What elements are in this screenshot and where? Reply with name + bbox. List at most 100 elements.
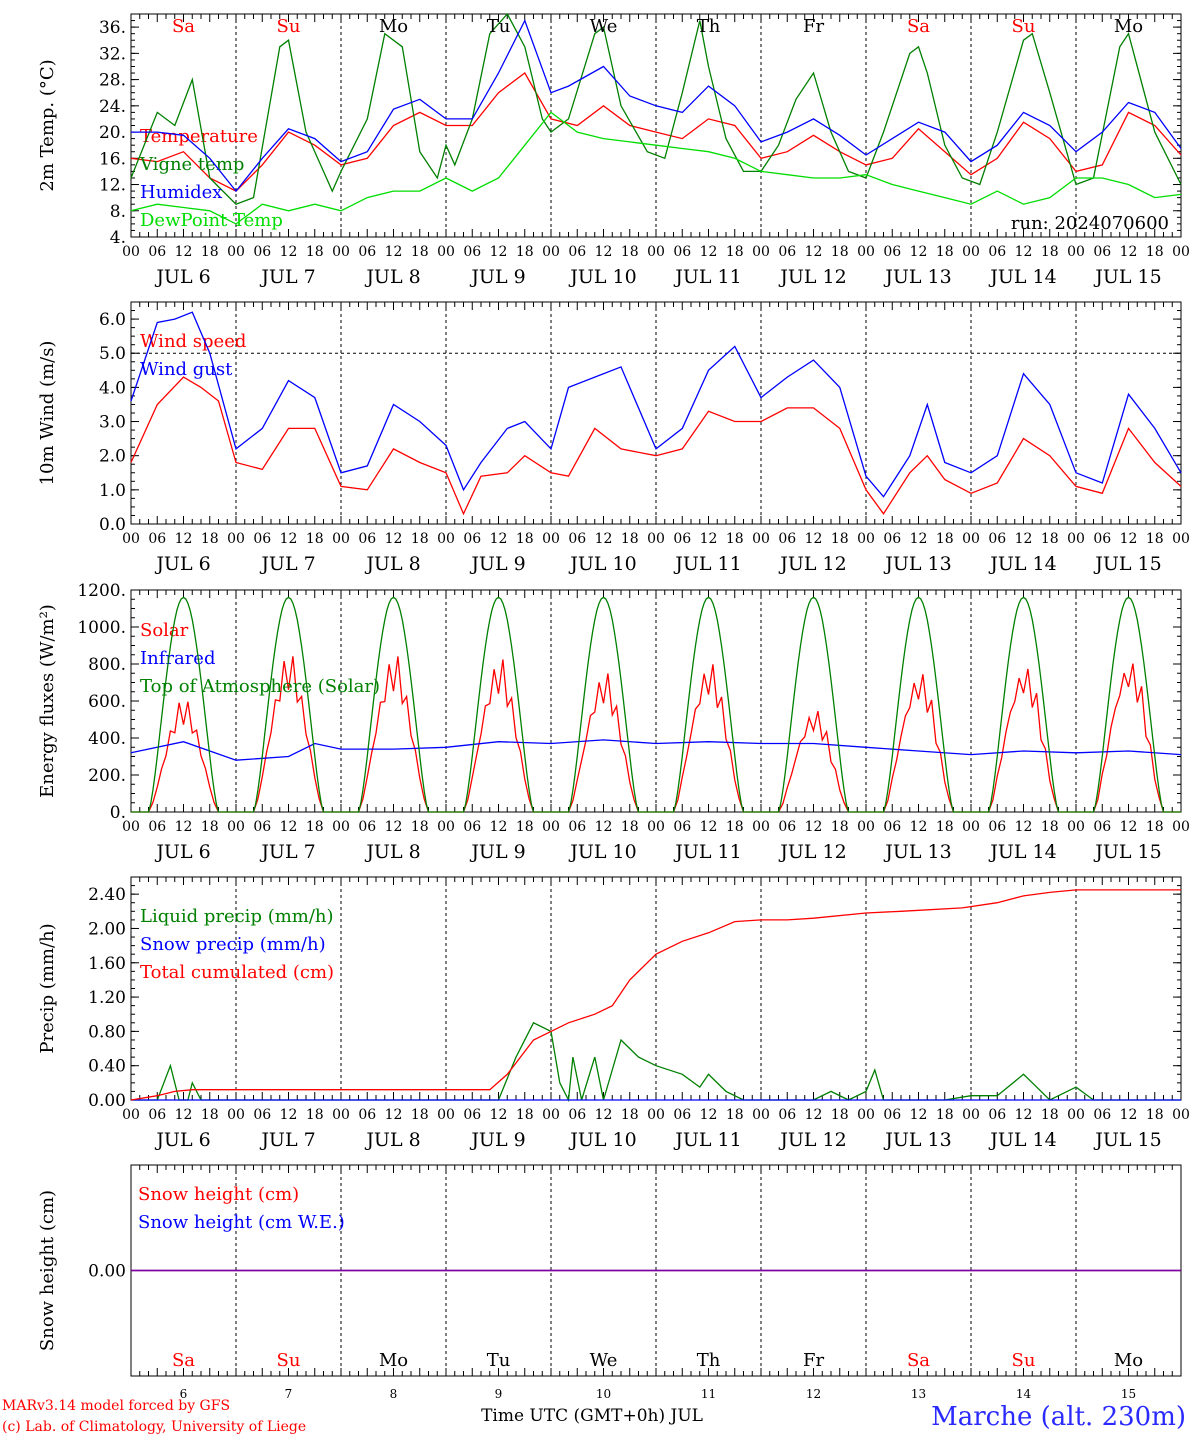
- x-date-label: JUL 9: [469, 1129, 525, 1151]
- x-date-label: JUL 11: [673, 266, 741, 288]
- x-hour-label: 12: [910, 531, 928, 547]
- x-hour-label: 12: [910, 244, 928, 260]
- weekday-label: Fr: [803, 16, 824, 37]
- x-hour-label: 06: [988, 244, 1006, 260]
- y-tick-label: 0.80: [88, 1022, 126, 1042]
- series-line: [131, 596, 1181, 813]
- x-date-label: JUL 10: [568, 841, 636, 863]
- x-hour-label: 00: [1172, 1107, 1190, 1123]
- x-hour-label: 18: [936, 244, 954, 260]
- x-hour-label: 06: [673, 244, 691, 260]
- x-hour-label: 00: [122, 819, 140, 835]
- x-hour-label: 12: [1015, 244, 1033, 260]
- x-hour-label: 12: [805, 819, 823, 835]
- x-hour-label: 12: [595, 1107, 613, 1123]
- x-date-label: JUL 7: [259, 553, 315, 575]
- x-hour-label: 12: [175, 819, 193, 835]
- x-hour-label: 18: [831, 819, 849, 835]
- x-hour-label: 06: [148, 819, 166, 835]
- x-date-label: JUL 6: [154, 553, 210, 575]
- x-hour-label: 00: [227, 1107, 245, 1123]
- x-hour-label: 00: [227, 244, 245, 260]
- x-date-label: JUL 10: [568, 266, 636, 288]
- x-date-label: JUL 6: [154, 1129, 210, 1151]
- x-hour-label: 00: [437, 819, 455, 835]
- x-date-label: JUL 11: [673, 1129, 741, 1151]
- weekday-label: Su: [1012, 1350, 1036, 1371]
- y-tick-label: 800.: [88, 655, 126, 675]
- x-date-label: JUL 12: [778, 841, 846, 863]
- x-hour-label: 18: [726, 531, 744, 547]
- x-date-label: JUL 8: [364, 1129, 420, 1151]
- legend-entry: Wind speed: [140, 331, 246, 352]
- x-hour-label: 06: [463, 819, 481, 835]
- x-hour-label: 12: [1015, 1107, 1033, 1123]
- series-line: [130, 376, 1182, 516]
- x-hour-label: 06: [463, 531, 481, 547]
- x-hour-label: 06: [148, 1107, 166, 1123]
- y-tick-label: 1000.: [77, 618, 126, 638]
- weekday-label: Mo: [1114, 1350, 1143, 1371]
- x-day-number: 15: [1121, 1387, 1136, 1400]
- x-day-number: 12: [806, 1387, 821, 1400]
- x-hour-label: 00: [1067, 1107, 1085, 1123]
- y-tick-label: 2.00: [88, 919, 126, 939]
- y-tick-label: 12.: [99, 176, 126, 196]
- x-hour-label: 12: [910, 819, 928, 835]
- x-date-label: JUL 12: [778, 553, 846, 575]
- x-hour-label: 12: [175, 244, 193, 260]
- x-date-label: JUL 7: [259, 1129, 315, 1151]
- x-hour-label: 12: [805, 244, 823, 260]
- legend-entry: DewPoint Temp: [140, 210, 283, 231]
- y-axis-label: 10m Wind (m/s): [37, 341, 58, 486]
- weekday-label: Fr: [803, 1350, 824, 1371]
- series-line: [130, 311, 1182, 498]
- y-tick-label: 2.40: [88, 885, 126, 905]
- weekday-label: Th: [697, 16, 721, 37]
- x-hour-label: 12: [700, 819, 718, 835]
- x-date-label: JUL 13: [883, 266, 951, 288]
- x-day-number: 8: [390, 1387, 398, 1400]
- x-hour-label: 00: [542, 531, 560, 547]
- weekday-label: Su: [277, 16, 301, 37]
- x-day-number: 14: [1016, 1387, 1032, 1400]
- x-hour-label: 00: [227, 819, 245, 835]
- x-hour-label: 06: [883, 244, 901, 260]
- x-hour-label: 12: [280, 531, 298, 547]
- legend-entry: Liquid precip (mm/h): [140, 906, 334, 927]
- x-date-label: JUL 12: [778, 1129, 846, 1151]
- x-hour-label: 18: [621, 819, 639, 835]
- weekday-label: Su: [277, 1350, 301, 1371]
- x-date-label: JUL 13: [883, 1129, 951, 1151]
- weekday-label: Mo: [379, 16, 408, 37]
- x-hour-label: 06: [1093, 531, 1111, 547]
- x-date-label: JUL 15: [1093, 1129, 1161, 1151]
- legend-entry: Top of Atmosphere (Solar): [140, 676, 380, 697]
- x-hour-label: 00: [332, 819, 350, 835]
- x-hour-label: 00: [962, 244, 980, 260]
- weekday-label: Sa: [907, 1350, 930, 1371]
- x-hour-label: 00: [1067, 244, 1085, 260]
- x-hour-label: 12: [490, 531, 508, 547]
- y-tick-label: 32.: [99, 44, 126, 64]
- x-hour-label: 18: [1041, 1107, 1059, 1123]
- legend-entry: Snow precip (mm/h): [140, 934, 326, 955]
- x-hour-label: 06: [988, 819, 1006, 835]
- x-hour-label: 06: [673, 819, 691, 835]
- x-hour-label: 00: [752, 1107, 770, 1123]
- x-hour-label: 12: [175, 531, 193, 547]
- series-line: [130, 72, 1182, 192]
- x-hour-label: 06: [673, 1107, 691, 1123]
- chart-panel-4: 0.00 0.40 0.80 1.20 1.60 2.00 2.40 Precip (mm/h…: [37, 876, 1190, 1151]
- x-hour-label: 12: [490, 819, 508, 835]
- x-hour-label: 12: [385, 531, 403, 547]
- x-hour-label: 06: [463, 244, 481, 260]
- x-hour-label: 12: [1015, 531, 1033, 547]
- series-line: [131, 18, 1182, 193]
- y-tick-label: 28.: [99, 71, 126, 91]
- x-date-label: JUL 11: [673, 841, 741, 863]
- x-hour-label: 06: [778, 244, 796, 260]
- chart-panel-2: 0.0 1.0 2.0 3.0 4.0 5.0 6.0 10m Wind (m/s) Wind …: [37, 301, 1190, 575]
- legend-entry: Solar: [140, 620, 189, 641]
- x-hour-label: 00: [752, 531, 770, 547]
